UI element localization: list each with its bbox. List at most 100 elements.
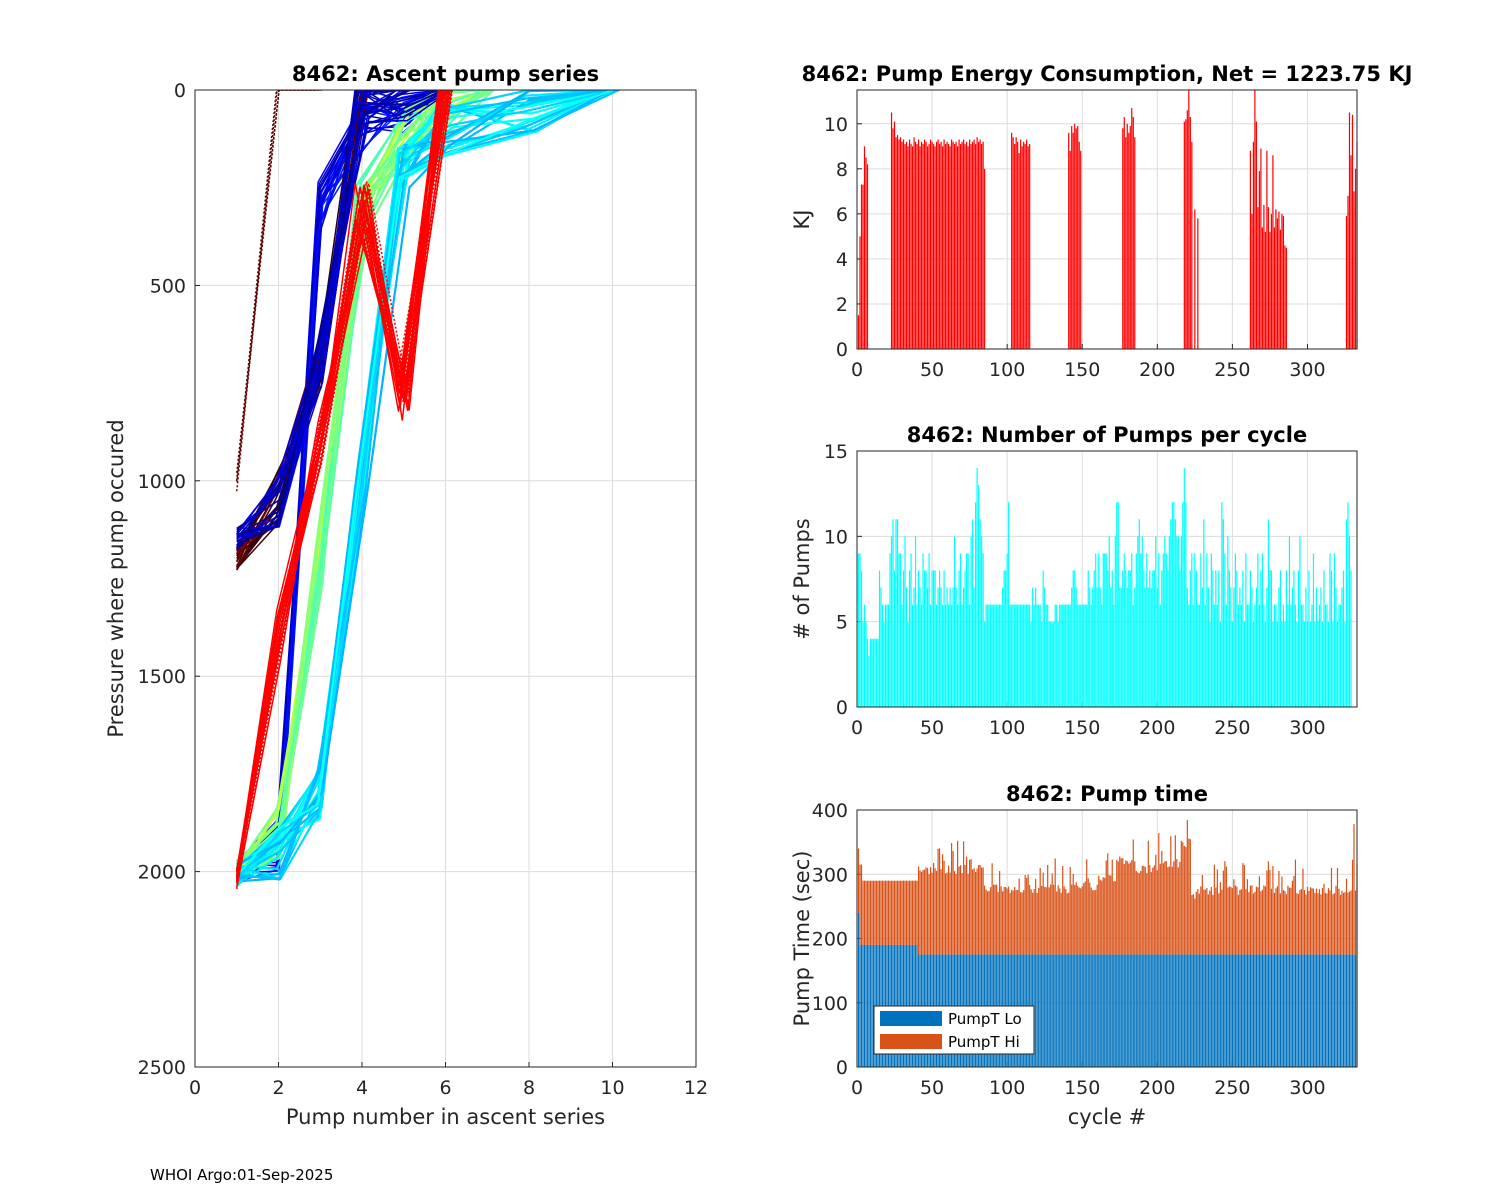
pumptime-hi-bar <box>1317 893 1319 955</box>
pumptime-hi-bar <box>1084 881 1086 955</box>
pumps-bar <box>972 519 974 707</box>
energy-bar <box>911 146 914 349</box>
pumps-bar <box>1312 553 1315 707</box>
pumptime-hi-bar <box>1308 891 1310 955</box>
pumptime-lo-bar <box>1324 954 1327 1067</box>
pumptime-hi-bar <box>970 859 972 955</box>
pumptime-hi-bar <box>1260 891 1262 955</box>
pumptime-hi-bar <box>1281 876 1283 955</box>
pumptime-lo-bar <box>860 944 863 1067</box>
pumptime-ytick-label: 0 <box>836 1057 848 1079</box>
pumptime-lo-bar <box>1042 954 1044 1067</box>
pumptime-legend: PumpT Lo PumpT Hi <box>873 1005 1035 1055</box>
energy-bar <box>1078 141 1080 349</box>
pumps-xtick-label: 100 <box>989 717 1025 739</box>
pumptime-lo-bar <box>1053 954 1055 1067</box>
energy-bar <box>949 146 951 349</box>
pumptime-hi-bar <box>967 873 969 955</box>
pumps-bar <box>860 570 863 707</box>
pumptime-lo-bar <box>1116 954 1118 1067</box>
pumps-bar <box>1207 587 1209 707</box>
pumptime-hi-bar <box>987 891 989 955</box>
pumptime-lo-bar <box>1240 954 1242 1067</box>
pumptime-hi-bar <box>1027 874 1029 955</box>
energy-ytick-label: 4 <box>836 249 848 271</box>
pumptime-hi-bar <box>1066 893 1068 955</box>
pumps-bar <box>1245 553 1247 707</box>
pumptime-hi-bar <box>1189 839 1191 955</box>
pumptime-hi-bar <box>1348 891 1351 955</box>
pumptime-lo-bar <box>1201 954 1203 1067</box>
pumps-bar <box>1149 570 1151 707</box>
pumptime-hi-bar <box>1261 889 1264 955</box>
pumptime-lo-bar <box>1320 954 1322 1067</box>
pumptime-hi-bar <box>1137 872 1139 955</box>
pumptime-hi-bar <box>1255 886 1257 955</box>
pumptime-hi-bar <box>1006 888 1008 955</box>
pumptime-hi-bar <box>1279 893 1282 955</box>
pumps-bar <box>1129 570 1131 707</box>
pumptime-hi-bar <box>1105 860 1107 955</box>
pumptime-hi-bar <box>978 865 980 955</box>
pumptime-lo-bar <box>1215 954 1217 1067</box>
pumptime-hi-bar <box>1119 856 1121 955</box>
pumptime-hi-bar <box>1245 889 1247 955</box>
pumptime-hi-bar <box>1083 883 1085 955</box>
energy-bar <box>1189 117 1191 349</box>
pumptime-hi-bar <box>1021 892 1023 955</box>
pumptime-hi-bar <box>1302 868 1304 955</box>
pumps-bar <box>1047 604 1049 707</box>
pumps-bar <box>973 587 975 707</box>
pumptime-lo-bar <box>1353 954 1355 1067</box>
pumptime-lo-bar <box>1099 954 1101 1067</box>
pumps-ylabel: # of Pumps <box>790 518 814 640</box>
pumps-bar <box>1206 553 1208 707</box>
pumptime-hi-bar <box>1339 894 1342 955</box>
pumptime-hi-bar <box>1242 863 1244 955</box>
pumptime-lo-bar <box>1149 954 1151 1067</box>
pumptime-hi-bar <box>1258 876 1261 955</box>
energy-bar <box>1011 132 1013 349</box>
pumptime-hi-bar <box>1129 862 1131 955</box>
pumptime-hi-bar <box>928 874 930 955</box>
pumptime-hi-bar <box>917 866 920 955</box>
energy-bar <box>860 184 863 349</box>
pumps-bar <box>1111 570 1113 707</box>
pumptime-hi-bar <box>865 880 867 945</box>
ascent-series-line <box>236 90 451 529</box>
pumptime-lo-bar <box>1158 954 1160 1067</box>
pumps-bar <box>1302 604 1304 707</box>
pumptime-hi-bar <box>1216 869 1218 955</box>
pumptime-lo-bar <box>869 944 872 1067</box>
energy-bar <box>892 128 894 349</box>
pumptime-hi-bar <box>1194 898 1196 955</box>
pumptime-lo-bar <box>1113 954 1115 1067</box>
pumps-bar <box>1116 502 1118 707</box>
pumptime-hi-bar <box>1290 887 1292 955</box>
pumptime-lo-bar <box>1101 954 1103 1067</box>
pumps-bar <box>1147 587 1149 707</box>
pumps-bar <box>920 604 923 707</box>
pumptime-hi-bar <box>1138 873 1140 955</box>
energy-bar <box>1269 231 1271 349</box>
energy-bar <box>908 139 911 349</box>
pumptime-hi-bar <box>947 865 950 955</box>
pumps-xtick-label: 0 <box>851 717 863 739</box>
energy-bars <box>857 90 1358 350</box>
pumptime-hi-bar <box>1069 867 1071 955</box>
pumptime-hi-bar <box>877 880 879 945</box>
pumptime-hi-bar <box>1063 886 1065 955</box>
pumptime-hi-bar <box>1156 870 1158 955</box>
pumptime-hi-bar <box>1284 890 1286 955</box>
pumptime-hi-bar <box>1275 888 1277 955</box>
energy-bar <box>893 121 896 350</box>
pumps-bar <box>1053 621 1055 707</box>
pumps-bar <box>1294 604 1297 707</box>
pumptime-hi-bar <box>1171 866 1173 955</box>
energy-bar <box>1276 218 1279 349</box>
pumptime-hi-bar <box>869 880 872 945</box>
pumps-bar <box>1161 570 1163 707</box>
energy-bar <box>857 315 860 349</box>
pumptime-hi-bar <box>1278 870 1280 955</box>
energy-xtick-label: 100 <box>989 359 1025 381</box>
